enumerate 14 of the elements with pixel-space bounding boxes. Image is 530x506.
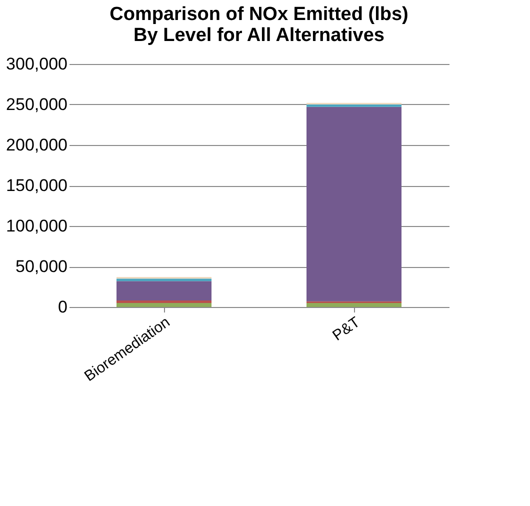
bar: [116, 302, 212, 307]
y-tick-label: 100,000: [6, 216, 68, 236]
bar: [116, 278, 212, 282]
y-tick-label: 0: [58, 298, 68, 316]
bar: [116, 281, 212, 301]
y-tick-label: 150,000: [6, 176, 68, 195]
chart-title: Comparison of NOx Emitted (lbs) By Level for All Alternatives: [110, 4, 408, 46]
y-tick-label: 200,000: [6, 136, 68, 154]
bar: [306, 302, 402, 307]
y-tick-label: 300,000: [6, 54, 68, 74]
y-tick-label: 50,000: [16, 257, 68, 276]
bar: [306, 106, 402, 302]
x-tick-label: P&T: [330, 314, 364, 344]
y-tick-label: 250,000: [6, 95, 68, 114]
